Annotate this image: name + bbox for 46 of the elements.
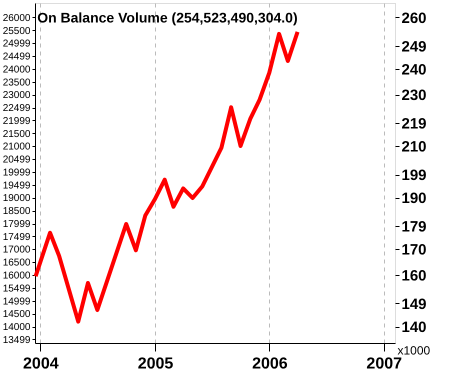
y-tick-label: 16000 <box>2 270 31 282</box>
y-tick-label: 21000 <box>2 142 31 153</box>
y-tick-label: 18500 <box>2 206 31 218</box>
y-tick-label: 13499 <box>2 334 31 346</box>
y-tick-label: 22499 <box>2 103 31 114</box>
line-series <box>34 30 300 324</box>
x-tick-label: 2004 <box>23 356 59 372</box>
y2-tick-label: 170 <box>402 242 427 259</box>
y2-tick-label: 230 <box>402 87 427 104</box>
y-tick-label: 17499 <box>2 232 31 243</box>
y-tick-label: 21500 <box>2 128 31 140</box>
chart-title: On Balance Volume (254,523,490,304.0) <box>37 9 298 26</box>
y-tick-label: 17000 <box>2 244 31 256</box>
x-tick-label: 2005 <box>138 356 174 372</box>
y2-tick-label: 140 <box>402 319 427 336</box>
y2-axis-title: x1000 <box>398 344 431 358</box>
y2-tick-label: 260 <box>402 10 427 27</box>
y-tick-label: 15499 <box>2 283 31 294</box>
y-tick-label: 24000 <box>2 64 31 76</box>
y-tick-label: 23500 <box>2 77 31 88</box>
y2-tick-label: 199 <box>402 167 427 184</box>
y2-tick-label: 179 <box>402 218 427 236</box>
y2-tick-label: 149 <box>402 296 427 313</box>
y-tick-label: 24999 <box>2 38 31 50</box>
y2-tick-label: 219 <box>402 116 427 133</box>
y-tick-label: 26000 <box>2 12 31 24</box>
y2-tick-label: 160 <box>402 268 427 284</box>
y-tick-label: 16500 <box>2 258 31 269</box>
y-tick-label: 19999 <box>2 167 31 178</box>
y-tick-label: 14000 <box>2 322 31 334</box>
y-tick-label: 21999 <box>2 116 31 127</box>
x-tick-label: 2007 <box>366 356 402 372</box>
y-tick-label: 14999 <box>2 296 31 308</box>
y2-tick-label: 240 <box>402 61 427 78</box>
y2-tick-label: 249 <box>402 38 427 56</box>
y-tick-label: 25500 <box>2 26 31 37</box>
y-tick-label: 19499 <box>2 180 31 192</box>
y-tick-label: 19000 <box>2 193 31 204</box>
y-tick-label: 24499 <box>2 52 31 63</box>
y-tick-label: 17999 <box>2 219 31 230</box>
y2-tick-label: 190 <box>402 190 427 208</box>
y-tick-label: 20499 <box>2 154 31 166</box>
y-tick-label: 23000 <box>2 90 31 102</box>
y-tick-label: 14500 <box>2 309 31 320</box>
y2-tick-label: 210 <box>402 138 427 156</box>
x-tick-label: 2006 <box>252 356 288 372</box>
